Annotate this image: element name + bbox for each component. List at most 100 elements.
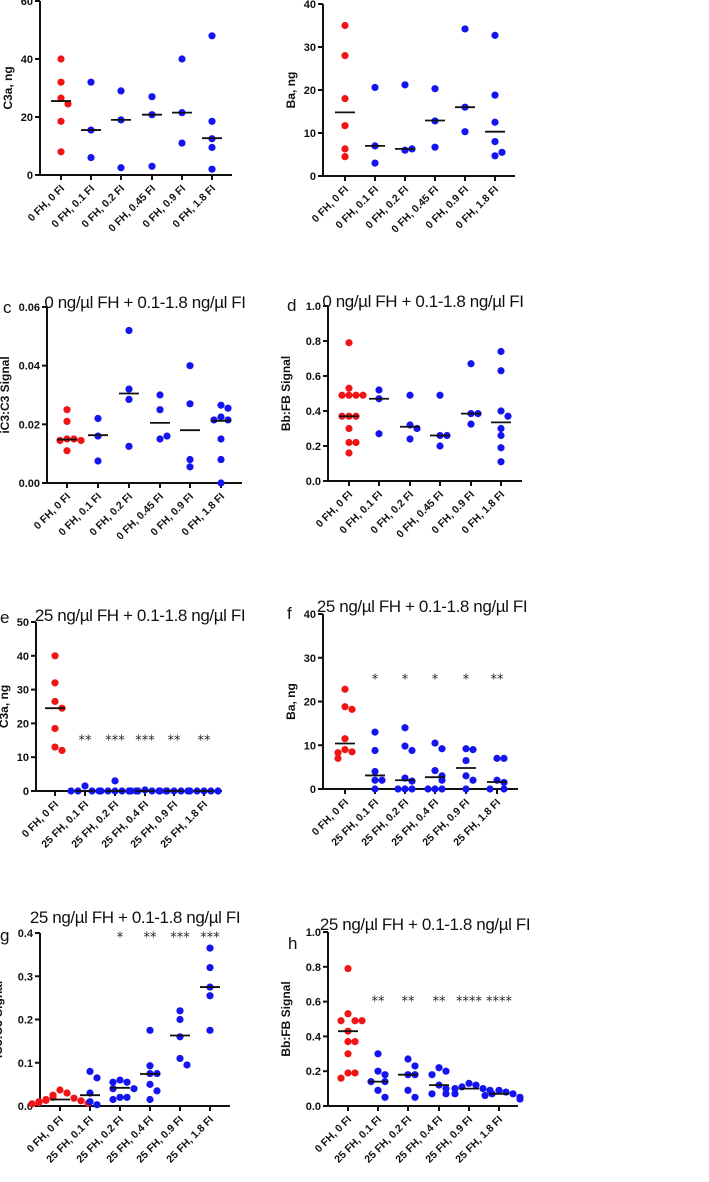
data-point xyxy=(186,400,194,408)
data-point xyxy=(406,391,414,399)
significance-marker: ** xyxy=(79,733,93,748)
panel-letter: e xyxy=(0,608,9,627)
data-point xyxy=(51,679,59,687)
data-point xyxy=(462,756,470,765)
y-tick-label: 10 xyxy=(304,740,316,752)
y-tick-label: 20 xyxy=(17,718,29,730)
data-point xyxy=(408,785,416,793)
data-point xyxy=(148,162,156,170)
panel-c: c 0 ng/µl FH + 0.1-1.8 ng/µl FI 0.00 0.02 0.… xyxy=(0,293,246,542)
data-point xyxy=(469,776,477,784)
data-point xyxy=(57,55,65,63)
data-point xyxy=(51,652,59,660)
data-point xyxy=(345,424,353,433)
data-point xyxy=(208,117,216,125)
data-point xyxy=(495,1086,503,1094)
data-point xyxy=(217,401,225,409)
data-point xyxy=(94,457,102,465)
significance-marker: **** xyxy=(486,995,513,1010)
data-point xyxy=(178,55,186,63)
data-point xyxy=(28,1100,36,1108)
data-point xyxy=(497,444,505,452)
data-point xyxy=(111,777,119,785)
data-point xyxy=(374,1067,382,1075)
data-point xyxy=(345,384,353,392)
data-point xyxy=(404,1055,412,1063)
panel-letter: g xyxy=(0,926,9,945)
data-point xyxy=(424,785,432,793)
data-point xyxy=(486,785,494,793)
data-point xyxy=(125,442,133,450)
data-point xyxy=(186,362,194,370)
y-tick-label: 10 xyxy=(17,752,29,764)
data-point xyxy=(214,787,222,795)
data-point xyxy=(57,117,65,125)
data-point xyxy=(381,1093,389,1101)
data-point xyxy=(345,391,353,399)
data-point xyxy=(378,776,386,784)
data-point xyxy=(186,455,194,464)
data-point xyxy=(125,326,133,335)
data-point xyxy=(435,1064,443,1072)
data-point xyxy=(341,122,349,130)
data-point xyxy=(117,164,125,172)
data-point xyxy=(224,404,232,412)
data-point xyxy=(465,1079,473,1087)
y-tick-label: 1.0 xyxy=(306,301,321,313)
data-point xyxy=(51,697,59,706)
panel-letter: f xyxy=(287,604,292,623)
data-point xyxy=(97,787,105,795)
y-tick-label: 0.4 xyxy=(18,928,34,940)
data-point xyxy=(358,1017,366,1025)
significance-marker: ** xyxy=(402,995,416,1010)
data-point xyxy=(344,1038,352,1046)
significance-marker: *** xyxy=(200,930,220,945)
data-point xyxy=(57,78,65,86)
data-point xyxy=(81,782,89,790)
data-point xyxy=(491,138,499,146)
y-tick-label: 0.6 xyxy=(306,997,321,1009)
data-point xyxy=(375,386,383,394)
data-point xyxy=(146,1026,154,1034)
data-point xyxy=(217,413,225,421)
data-point xyxy=(334,754,342,762)
data-point xyxy=(344,1050,352,1058)
data-point xyxy=(436,391,444,399)
significance-marker: *** xyxy=(170,930,190,945)
data-point xyxy=(348,705,356,713)
data-point xyxy=(217,479,225,487)
data-point xyxy=(42,1096,50,1104)
data-point xyxy=(469,746,477,754)
data-point xyxy=(125,385,133,393)
data-point xyxy=(217,435,225,443)
data-point xyxy=(116,1093,124,1101)
panel-title: 25 ng/µl FH + 0.1-1.8 ng/µl FI xyxy=(30,908,240,927)
data-point xyxy=(176,1007,184,1015)
data-point xyxy=(481,1091,489,1100)
data-point xyxy=(123,1078,131,1086)
data-point xyxy=(334,749,342,757)
data-point xyxy=(67,787,75,795)
data-point xyxy=(431,767,439,775)
data-point xyxy=(57,148,65,156)
significance-marker: ** xyxy=(372,995,386,1010)
y-tick-label: 0.0 xyxy=(306,476,321,488)
y-tick-label: 40 xyxy=(17,651,29,663)
y-tick-label: 0.00 xyxy=(19,478,40,490)
data-point xyxy=(374,1086,382,1094)
data-point xyxy=(146,1095,154,1104)
data-point xyxy=(35,1098,43,1107)
data-point xyxy=(63,406,71,414)
data-point xyxy=(401,146,409,154)
data-point xyxy=(77,1097,85,1105)
data-point xyxy=(341,703,349,711)
data-point xyxy=(498,148,506,156)
data-point xyxy=(341,52,349,60)
y-tick-label: 30 xyxy=(304,42,316,54)
y-tick-label: 0.8 xyxy=(306,962,321,974)
y-axis-label: iC3:C3 Signal xyxy=(0,356,12,433)
data-point xyxy=(206,1026,214,1034)
data-point xyxy=(462,772,470,780)
